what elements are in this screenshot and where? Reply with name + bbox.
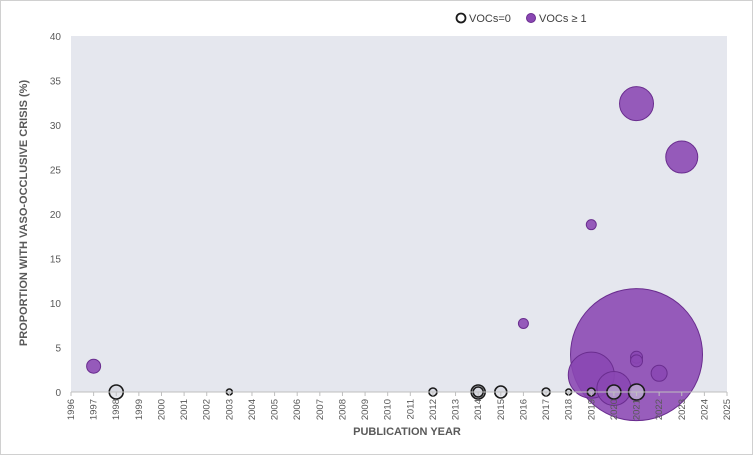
x-tick-label: 2005: [270, 399, 281, 420]
legend-marker-vocs-ge-1: [526, 13, 536, 23]
y-tick-label: 10: [50, 299, 62, 310]
x-tick-label: 2013: [451, 399, 462, 420]
bubble-vocs-ge-1: [619, 86, 655, 122]
x-tick-label: 2011: [405, 399, 416, 419]
bubble-vocs-ge-1: [517, 317, 529, 329]
x-tick-label: 2007: [315, 399, 326, 420]
x-tick-label: 2022: [654, 399, 665, 420]
x-tick-label: 2021: [632, 399, 643, 420]
y-tick-label: 40: [50, 32, 62, 43]
bubble-vocs-ge-1: [86, 358, 102, 374]
y-tick-label: 35: [50, 77, 62, 88]
y-tick-label: 0: [55, 388, 61, 399]
x-tick-label: 1997: [89, 399, 100, 420]
legend: VOCs=0 VOCs ≥ 1: [455, 12, 587, 25]
data-points: [86, 86, 704, 422]
bubble-vocs-ge-1: [585, 219, 597, 231]
x-axis-label: PUBLICATION YEAR: [353, 426, 461, 438]
x-tick-label: 2000: [156, 399, 167, 420]
bubble-vocs-ge-1: [650, 364, 668, 382]
x-tick-label: 2023: [677, 399, 688, 420]
x-tick-label: 2008: [337, 399, 348, 420]
x-tick-label: 2003: [224, 399, 235, 420]
x-tick-label: 2006: [292, 399, 303, 420]
y-axis-label: PROPORTION WITH VASO-OCCLUSIVE CRISIS (%…: [18, 80, 30, 347]
y-tick-label: 25: [50, 166, 62, 177]
bubble-vocs-ge-1: [630, 354, 644, 368]
x-tick-label: 2020: [609, 399, 620, 420]
x-tick-label: 2018: [564, 399, 575, 420]
y-tick-label: 30: [50, 121, 62, 132]
x-tick-label: 2009: [360, 399, 371, 420]
bubble-vocs-ge-1: [665, 140, 699, 174]
y-tick-label: 20: [50, 210, 62, 221]
y-tick-label: 15: [50, 255, 62, 266]
legend-marker-vocs-0: [455, 12, 467, 24]
x-tick-label: 2024: [699, 399, 710, 420]
x-tick-label: 1999: [134, 399, 145, 420]
y-tick-label: 5: [55, 344, 61, 355]
x-tick-label: 2017: [541, 399, 552, 420]
x-tick-label: 2002: [202, 399, 213, 420]
x-tick-label: 2025: [722, 399, 733, 420]
x-tick-label: 1998: [111, 399, 122, 420]
legend-label-vocs-ge-1: VOCs ≥ 1: [539, 13, 587, 25]
x-tick-label: 2010: [383, 399, 394, 420]
x-tick-label: 2012: [428, 399, 439, 420]
x-tick-label: 2014: [473, 399, 484, 420]
x-tick-label: 2004: [247, 399, 258, 420]
legend-label-vocs-0: VOCs=0: [469, 13, 511, 25]
x-tick-label: 1996: [66, 399, 77, 420]
x-tick-label: 2016: [518, 399, 529, 420]
x-tick-label: 2015: [496, 399, 507, 420]
x-tick-label: 2019: [586, 399, 597, 420]
x-tick-label: 2001: [179, 399, 190, 420]
